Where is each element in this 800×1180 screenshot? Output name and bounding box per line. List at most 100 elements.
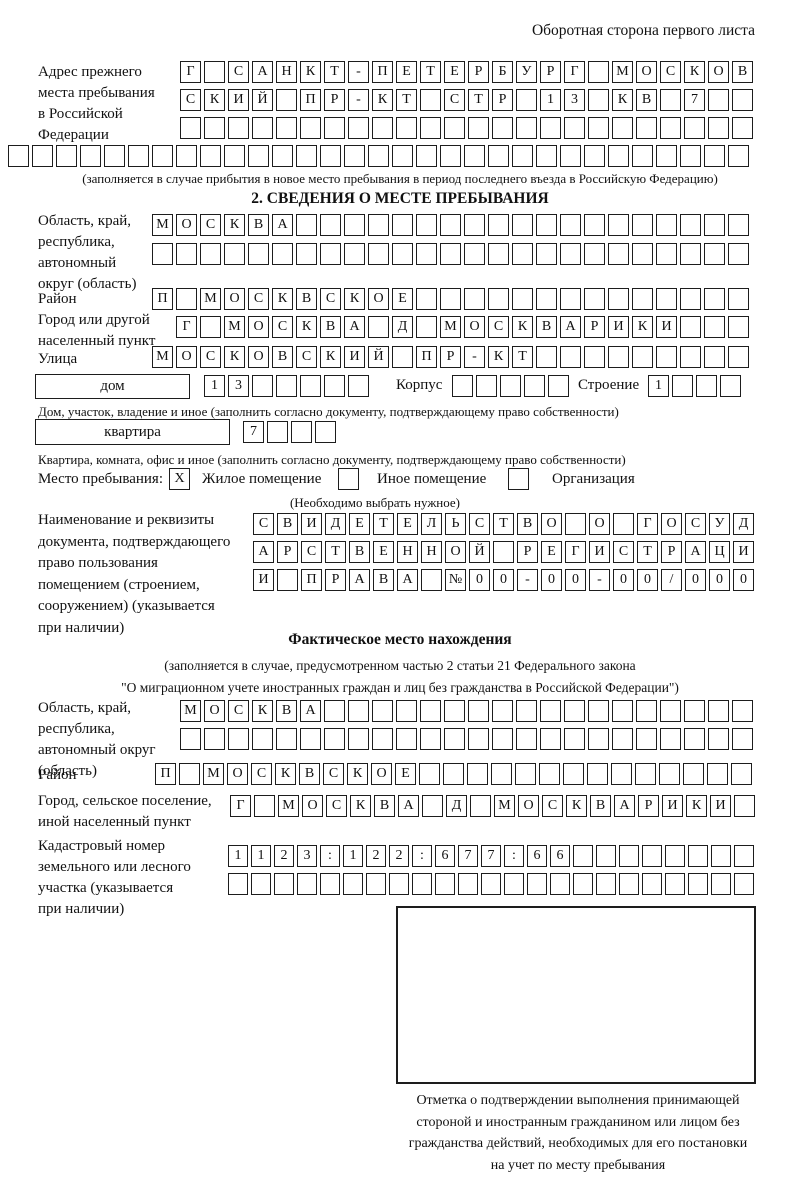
char-box: О bbox=[636, 61, 657, 83]
stay-checkbox-other bbox=[338, 468, 359, 490]
char-box bbox=[488, 214, 509, 236]
char-box bbox=[152, 145, 173, 167]
char-box bbox=[491, 763, 512, 785]
house-box-label: дом bbox=[35, 374, 190, 399]
stroenie-cells: 1 bbox=[648, 375, 741, 397]
char-box bbox=[267, 421, 288, 443]
char-box bbox=[416, 214, 437, 236]
char-box bbox=[228, 873, 248, 895]
char-box: 6 bbox=[527, 845, 547, 867]
char-box bbox=[672, 375, 693, 397]
char-box bbox=[560, 214, 581, 236]
char-box: К bbox=[252, 700, 273, 722]
char-box: - bbox=[348, 89, 369, 111]
char-box bbox=[420, 728, 441, 750]
char-box bbox=[372, 700, 393, 722]
char-box: С bbox=[200, 346, 221, 368]
cadastral-row-2 bbox=[228, 873, 754, 895]
char-box: Г bbox=[230, 795, 251, 817]
char-box: П bbox=[372, 61, 393, 83]
char-box bbox=[508, 468, 529, 490]
char-box: Т bbox=[637, 541, 658, 563]
char-box: К bbox=[372, 89, 393, 111]
char-box bbox=[584, 243, 605, 265]
char-box bbox=[300, 117, 321, 139]
char-box bbox=[420, 700, 441, 722]
char-box: П bbox=[152, 288, 173, 310]
char-box bbox=[608, 243, 629, 265]
char-box: X bbox=[169, 468, 190, 490]
char-box bbox=[468, 700, 489, 722]
actual-title: Фактическое место нахождения bbox=[288, 631, 512, 648]
char-box: 2 bbox=[389, 845, 409, 867]
char-box bbox=[204, 61, 225, 83]
char-box bbox=[252, 728, 273, 750]
char-box: - bbox=[464, 346, 485, 368]
char-box bbox=[612, 117, 633, 139]
char-box bbox=[563, 763, 584, 785]
char-box: 1 bbox=[228, 845, 248, 867]
char-box bbox=[344, 145, 365, 167]
char-box bbox=[200, 145, 221, 167]
char-box bbox=[656, 346, 677, 368]
char-box bbox=[707, 763, 728, 785]
char-box: А bbox=[252, 61, 273, 83]
char-box bbox=[516, 728, 537, 750]
stay-checkbox-residential: X bbox=[169, 468, 190, 490]
char-box bbox=[565, 513, 586, 535]
char-box bbox=[492, 728, 513, 750]
char-box: 0 bbox=[565, 569, 586, 591]
char-box: О bbox=[518, 795, 539, 817]
char-box: С bbox=[444, 89, 465, 111]
char-box: 0 bbox=[733, 569, 754, 591]
char-box bbox=[324, 375, 345, 397]
char-box: Т bbox=[396, 89, 417, 111]
char-box bbox=[248, 145, 269, 167]
char-box: С bbox=[320, 288, 341, 310]
char-box: Й bbox=[368, 346, 389, 368]
char-box: Г bbox=[565, 541, 586, 563]
district-label: Район bbox=[38, 291, 77, 307]
char-box: 2 bbox=[366, 845, 386, 867]
char-box: К bbox=[488, 346, 509, 368]
char-box: 1 bbox=[540, 89, 561, 111]
char-box bbox=[464, 214, 485, 236]
char-box: 0 bbox=[637, 569, 658, 591]
char-box bbox=[734, 845, 754, 867]
char-box: О bbox=[589, 513, 610, 535]
char-box bbox=[80, 145, 101, 167]
char-box bbox=[536, 145, 557, 167]
document-label: Наименование и реквизиты документа, подт… bbox=[38, 512, 231, 636]
char-box bbox=[680, 243, 701, 265]
char-box bbox=[372, 117, 393, 139]
char-box: И bbox=[344, 346, 365, 368]
char-box: К bbox=[612, 89, 633, 111]
char-box bbox=[152, 243, 173, 265]
char-box bbox=[440, 288, 461, 310]
char-box bbox=[573, 873, 593, 895]
char-box bbox=[728, 214, 749, 236]
char-box bbox=[420, 117, 441, 139]
char-box: 6 bbox=[550, 845, 570, 867]
char-box: Р bbox=[540, 61, 561, 83]
char-box: : bbox=[504, 845, 524, 867]
char-box: Ц bbox=[709, 541, 730, 563]
prev-address-note: (заполняется в случае прибытия в новое м… bbox=[82, 171, 718, 186]
char-box bbox=[348, 700, 369, 722]
char-box: И bbox=[656, 316, 677, 338]
char-box bbox=[104, 145, 125, 167]
char-box bbox=[224, 145, 245, 167]
char-box: М bbox=[203, 763, 224, 785]
char-box bbox=[392, 243, 413, 265]
char-box bbox=[584, 214, 605, 236]
char-box bbox=[343, 873, 363, 895]
char-box: А bbox=[560, 316, 581, 338]
char-box bbox=[512, 214, 533, 236]
char-box bbox=[422, 795, 443, 817]
char-box bbox=[396, 117, 417, 139]
char-box bbox=[440, 214, 461, 236]
char-box: О bbox=[248, 316, 269, 338]
char-box: 1 bbox=[204, 375, 225, 397]
char-box: О bbox=[708, 61, 729, 83]
